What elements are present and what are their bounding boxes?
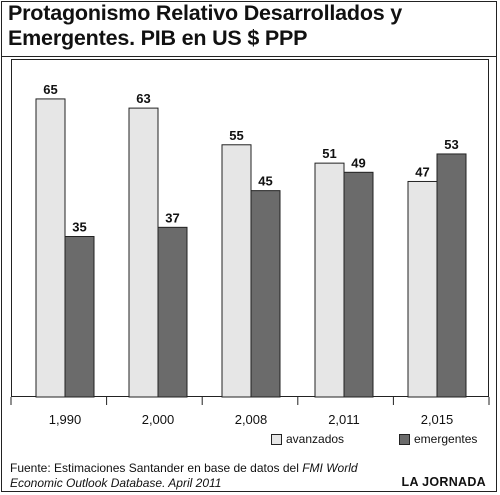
publisher-brand: LA JORNADA [401,475,486,489]
data-label-avanzados-0: 65 [43,82,57,97]
x-tick-label-2: 2,008 [235,412,268,427]
bar-emergentes-0 [64,236,95,398]
x-tick-label-4: 2,015 [421,412,454,427]
legend-item-avanzados: avanzados [271,432,344,446]
data-label-emergentes-1: 37 [165,210,179,225]
data-label-avanzados-1: 63 [136,91,150,106]
data-label-avanzados-3: 51 [322,146,336,161]
bar-emergentes-1 [157,226,188,398]
bar-emergentes-4 [436,153,467,398]
title-divider [1,56,497,57]
bar-avanzados-1 [128,107,159,398]
source-note: Fuente: Estimaciones Santander en base d… [10,461,358,491]
title-line-1: Protagonismo Relativo Desarrollados y [8,1,403,25]
data-label-avanzados-2: 55 [229,128,243,143]
legend-label-emergentes: emergentes [414,432,478,446]
data-label-avanzados-4: 47 [415,164,429,179]
bar-avanzados-3 [314,162,345,398]
x-tick-label-3: 2,011 [328,412,360,427]
data-label-emergentes-0: 35 [72,220,86,235]
title-line-2: Emergentes. PIB en US $ PPP [8,26,308,50]
data-label-emergentes-3: 49 [351,155,365,170]
legend-label-avanzados: avanzados [286,432,345,446]
data-label-emergentes-2: 45 [258,174,272,189]
bar-avanzados-4 [407,180,438,398]
data-label-emergentes-4: 53 [444,137,458,152]
bar-avanzados-0 [35,98,66,398]
chart-title: Protagonismo Relativo Desarrollados y Em… [8,1,494,51]
legend-item-emergentes: emergentes [399,432,477,446]
source-prefix: Fuente: Estimaciones Santander en base d… [10,461,303,475]
bar-avanzados-2 [221,144,252,398]
bar-emergentes-2 [250,190,281,398]
legend-swatch-emergentes [399,433,410,445]
source-italic-1: FMI World [302,461,358,475]
source-italic-2: Economic Outlook Database. April 2011 [10,476,222,490]
bar-emergentes-3 [343,171,374,398]
x-tick-label-0: 1,990 [49,412,82,427]
legend-swatch-avanzados [271,433,282,445]
x-tick-label-1: 2,000 [142,412,175,427]
